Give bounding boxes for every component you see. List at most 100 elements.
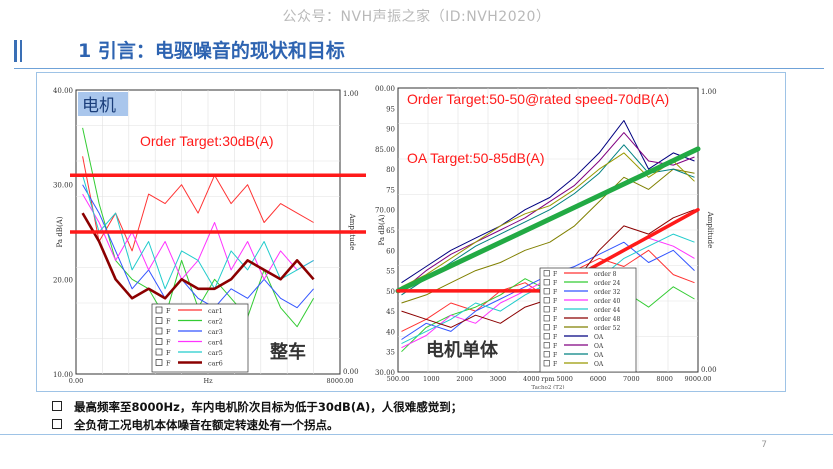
- legend-box: [151, 303, 249, 373]
- bullet-item: 全负荷工况电机本体噪音在额定转速处有一个拐点。: [52, 416, 462, 434]
- x-tick-label: 8000: [656, 375, 673, 383]
- y-right-tick-label: 1.00: [701, 88, 717, 96]
- y-right-tick-label: 1.00: [343, 90, 359, 98]
- legend-label: car4: [208, 339, 223, 347]
- legend-checkbox: [543, 324, 550, 331]
- bullet-text-1: 最高频率至8000Hz，车内电机阶次目标为低于30dB(A)，人很难感觉到；: [74, 400, 463, 414]
- chart-motor-svg: 100.00 95 90 85.00 80 75 70.00 65 60 55 50 45 40 35 30…: [374, 85, 717, 389]
- y-axis-right-label: Amplitude: [706, 211, 714, 249]
- y-tick-label: 40: [386, 328, 395, 336]
- legend-checkbox: [543, 360, 550, 367]
- series-line-car1: [82, 156, 314, 252]
- bullet-item: 最高频率至8000Hz，车内电机阶次目标为低于30dB(A)，人很难感觉到；: [52, 398, 462, 416]
- y-tick-label: 60: [386, 247, 395, 255]
- y-tick-label: 30.00: [375, 369, 395, 377]
- motor-unit-label: 电机单体: [426, 339, 499, 361]
- y-axis-label: Pa dB(A): [56, 216, 64, 247]
- legend-checkbox: [155, 359, 163, 366]
- series-line-car3: [82, 184, 314, 309]
- legend-label: car3: [208, 328, 223, 336]
- legend-checkbox: [543, 297, 550, 304]
- y-tick-label: 10.00: [53, 371, 73, 379]
- y-tick-label: 70.00: [375, 207, 395, 215]
- order-target-label: Order Target:30dB(A): [140, 133, 274, 149]
- x-tick-label: 7000: [623, 375, 640, 383]
- target-line-oa-target: [395, 146, 701, 294]
- legend-f: F: [553, 289, 557, 296]
- legend-f: F: [553, 343, 557, 350]
- title-decoration-2: [20, 40, 22, 62]
- oa-target-label: OA Target:50-85dB(A): [407, 150, 544, 166]
- legend-f: F: [553, 298, 557, 305]
- legend-label: OA: [594, 343, 604, 350]
- legend-f: F: [166, 318, 171, 326]
- legend-label: car6: [208, 360, 223, 368]
- bullet-box-icon: [52, 419, 62, 429]
- x-tick-label: 9000.00: [685, 375, 712, 383]
- x-tick-label: 8000.00: [327, 377, 354, 385]
- vehicle-label: 整车: [269, 341, 306, 363]
- legend-checkbox: [155, 306, 163, 314]
- legend-box: [539, 267, 637, 373]
- legend-label: order 40: [594, 298, 620, 305]
- motor-label-box: [78, 92, 128, 116]
- y-tick-label: 85.00: [375, 146, 395, 154]
- series-line-OA: [401, 120, 695, 284]
- legend-checkbox: [155, 348, 163, 356]
- x-tick-label: 1000: [423, 375, 440, 383]
- page-number: 7: [761, 440, 767, 450]
- bullet-text-2: 全负荷工况电机本体噪音在额定转速处有一个拐点。: [74, 418, 339, 432]
- watermark-text: 公众号：NVH声振之家（ID:NVH2020）: [282, 9, 551, 25]
- footer-line: [0, 434, 833, 435]
- y-axis-label: Pa dB(A): [378, 214, 386, 245]
- legend-label: order 44: [594, 307, 620, 314]
- legend-label: car5: [208, 349, 223, 357]
- legend-f: F: [553, 316, 557, 323]
- legend-checkbox: [543, 279, 550, 286]
- series-line-OA: [401, 132, 695, 292]
- legend-label: car1: [208, 307, 223, 315]
- slide-title: 1 引言：电驱噪音的现状和目标: [78, 40, 345, 62]
- bullet-box-icon: [52, 401, 62, 411]
- legend-f: F: [166, 307, 171, 315]
- legend-checkbox: [543, 270, 550, 277]
- chart-motor: 100.00 95 90 85.00 80 75 70.00 65 60 55 50 45 40 35 30…: [374, 82, 780, 389]
- legend-f: F: [553, 271, 557, 278]
- legend-f: F: [166, 328, 171, 336]
- series-line-OA: [401, 152, 695, 288]
- order-target-label: Order Target:50-50@rated speed-70dB(A): [407, 91, 669, 107]
- legend-checkbox: [543, 351, 550, 358]
- legend-f: F: [553, 361, 557, 368]
- legend-checkbox: [155, 338, 163, 345]
- y-tick-label: 100.00: [374, 85, 395, 93]
- motor-label-text: 电机: [82, 96, 116, 116]
- legend-label: OA: [594, 352, 604, 359]
- y-tick-label: 80: [386, 166, 395, 174]
- y-tick-label: 95: [386, 105, 395, 113]
- x-tick-label: 0.00: [69, 377, 83, 385]
- legend-f: F: [553, 325, 557, 332]
- legend-f: F: [553, 280, 557, 287]
- legend-checkbox: [543, 306, 550, 313]
- legend-checkbox: [155, 317, 163, 324]
- legend-label: order 48: [594, 316, 620, 323]
- title-decoration: [14, 40, 17, 62]
- y-right-tick-label: 0.00: [701, 366, 717, 374]
- legend-f: F: [166, 339, 171, 347]
- y-right-tick-label: 0.00: [343, 368, 359, 376]
- title-underline: [14, 68, 824, 69]
- y-tick-label: 55: [386, 268, 395, 276]
- legend-label: OA: [594, 361, 604, 368]
- x-tick-label: 2000: [456, 375, 473, 383]
- legend-label: order 52: [594, 325, 620, 332]
- y-tick-label: 75: [386, 186, 395, 194]
- series-line-order-52: [401, 168, 695, 304]
- y-tick-label: 30.00: [53, 182, 73, 190]
- x-tick-label: 4000: [523, 375, 540, 383]
- legend-f: F: [166, 360, 171, 368]
- legend-label: order 32: [594, 289, 620, 296]
- legend-label: order 8: [594, 271, 617, 278]
- content-frame: [36, 72, 786, 392]
- legend-checkbox: [543, 342, 550, 349]
